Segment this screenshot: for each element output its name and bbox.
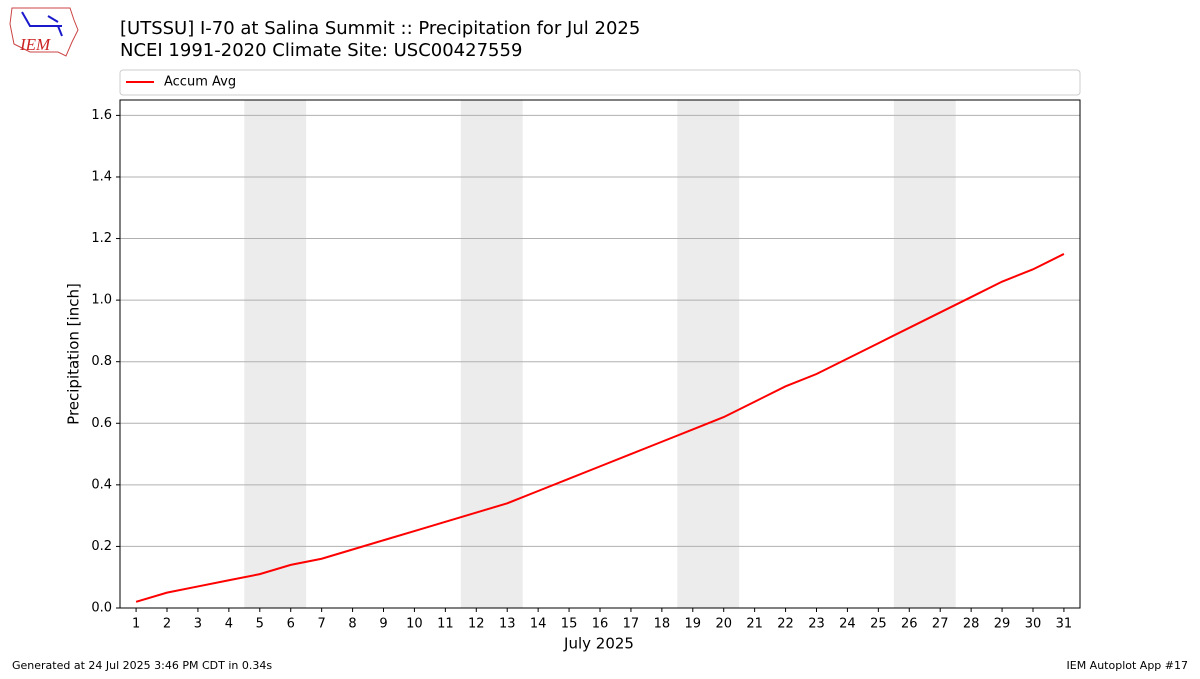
x-tick-label: 20 bbox=[715, 617, 732, 632]
y-tick-label: 1.0 bbox=[91, 293, 112, 308]
x-tick-label: 23 bbox=[808, 617, 825, 632]
x-tick-label: 24 bbox=[839, 617, 856, 632]
x-tick-label: 30 bbox=[1025, 617, 1042, 632]
x-tick-label: 26 bbox=[901, 617, 918, 632]
y-axis-label: Precipitation [inch] bbox=[65, 283, 83, 425]
x-tick-label: 19 bbox=[685, 617, 702, 632]
x-tick-label: 31 bbox=[1056, 617, 1073, 632]
weekend-shade bbox=[677, 100, 740, 608]
logo-text: IEM bbox=[19, 35, 51, 54]
logo-icon bbox=[21, 11, 63, 37]
x-tick-label: 4 bbox=[225, 617, 233, 632]
legend-box bbox=[119, 69, 1081, 96]
chart-title: [UTSSU] I-70 at Salina Summit :: Precipi… bbox=[120, 18, 640, 39]
x-tick-label: 7 bbox=[318, 617, 326, 632]
x-tick-label: 2 bbox=[163, 617, 171, 632]
x-tick-label: 13 bbox=[499, 617, 516, 632]
x-tick-label: 12 bbox=[468, 617, 485, 632]
weekend-shade bbox=[893, 100, 956, 608]
x-tick-label: 3 bbox=[194, 617, 202, 632]
y-tick-label: 0.6 bbox=[91, 416, 112, 431]
x-tick-label: 27 bbox=[932, 617, 949, 632]
x-tick-label: 28 bbox=[963, 617, 980, 632]
x-axis-label: July 2025 bbox=[563, 635, 634, 653]
y-tick-label: 1.6 bbox=[91, 108, 112, 123]
x-tick-label: 5 bbox=[256, 617, 264, 632]
chart-subtitle: NCEI 1991-2020 Climate Site: USC00427559 bbox=[120, 40, 522, 61]
y-tick-label: 1.2 bbox=[91, 231, 112, 246]
data-line bbox=[135, 253, 1065, 603]
x-tick-label: 21 bbox=[746, 617, 763, 632]
x-tick-label: 18 bbox=[654, 617, 671, 632]
x-tick-label: 25 bbox=[870, 617, 887, 632]
plot-frame bbox=[119, 99, 1081, 609]
logo-outline bbox=[9, 7, 79, 57]
x-tick-label: 10 bbox=[406, 617, 423, 632]
x-tick-label: 14 bbox=[530, 617, 547, 632]
weekend-shade bbox=[244, 100, 307, 608]
x-tick-label: 9 bbox=[379, 617, 387, 632]
y-tick-label: 0.4 bbox=[91, 477, 112, 492]
weekend-shade bbox=[460, 100, 523, 608]
x-tick-label: 15 bbox=[561, 617, 578, 632]
footer-left: Generated at 24 Jul 2025 3:46 PM CDT in … bbox=[12, 659, 272, 672]
x-tick-label: 11 bbox=[437, 617, 454, 632]
footer-right: IEM Autoplot App #17 bbox=[1067, 659, 1189, 672]
x-tick-label: 29 bbox=[994, 617, 1011, 632]
y-tick-label: 0.8 bbox=[91, 354, 112, 369]
x-tick-label: 6 bbox=[287, 617, 295, 632]
legend-label: Accum Avg bbox=[164, 75, 236, 90]
y-tick-label: 0.0 bbox=[91, 601, 112, 616]
x-tick-label: 17 bbox=[623, 617, 640, 632]
x-tick-label: 1 bbox=[132, 617, 140, 632]
y-tick-label: 1.4 bbox=[91, 169, 112, 184]
x-tick-label: 22 bbox=[777, 617, 794, 632]
y-tick-label: 0.2 bbox=[91, 539, 112, 554]
x-tick-label: 8 bbox=[348, 617, 356, 632]
x-tick-label: 16 bbox=[592, 617, 609, 632]
